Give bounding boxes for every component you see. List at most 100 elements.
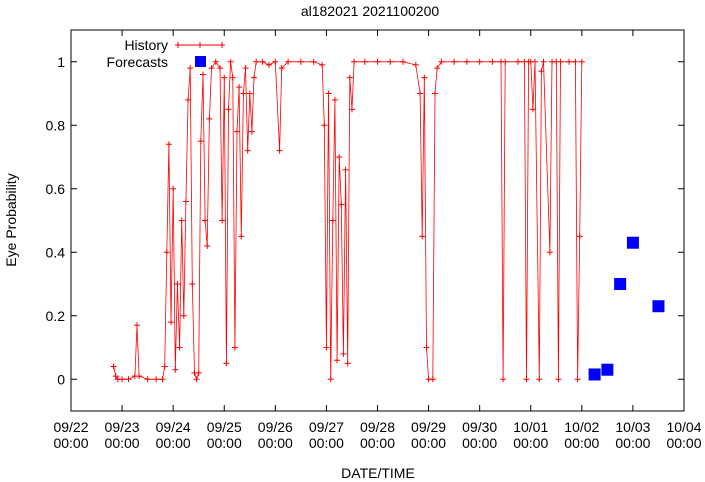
chart-title: al182021 2021100200: [301, 3, 440, 19]
history-point: [259, 58, 266, 65]
history-point: [334, 357, 341, 364]
history-point: [189, 281, 196, 287]
history-point: [557, 58, 564, 65]
history-point: [417, 90, 424, 97]
x-tick-label-time: 00:00: [156, 435, 191, 451]
history-point: [246, 90, 253, 97]
x-tick-label-date: 10/04: [666, 419, 701, 435]
history-point: [540, 58, 547, 65]
history-point: [323, 344, 330, 351]
history-point: [489, 58, 496, 65]
history-point: [153, 376, 160, 383]
history-point: [429, 376, 436, 383]
history-point: [348, 106, 355, 113]
history-point: [242, 65, 249, 72]
history-point: [133, 322, 140, 329]
history-point: [219, 217, 226, 224]
forecast-series: [588, 236, 665, 381]
x-tick-label-time: 00:00: [309, 435, 344, 451]
history-point: [423, 344, 430, 351]
history-point: [451, 58, 458, 65]
history-point: [180, 312, 187, 319]
legend-swatch-history-mark: [197, 42, 203, 48]
history-point: [500, 376, 507, 383]
history-point: [248, 128, 255, 135]
history-point: [387, 58, 394, 65]
history-point: [538, 68, 545, 75]
history-point: [216, 65, 223, 72]
y-tick-label: 0.2: [46, 308, 66, 324]
legend-label-forecasts: Forecasts: [107, 54, 168, 70]
x-tick-label-time: 00:00: [53, 435, 88, 451]
history-point: [176, 344, 183, 351]
history-point: [532, 58, 539, 65]
forecast-point: [588, 368, 601, 381]
history-point: [272, 58, 279, 65]
forecast-point: [626, 236, 639, 249]
x-tick-label-date: 09/27: [309, 419, 344, 435]
history-point: [310, 58, 317, 65]
x-tick-label-time: 00:00: [615, 435, 650, 451]
history-point: [229, 74, 236, 81]
history-point: [578, 58, 585, 65]
history-point: [338, 201, 345, 208]
history-point: [523, 376, 530, 383]
history-point: [125, 376, 132, 383]
history-point: [344, 360, 351, 367]
history-point: [346, 74, 353, 81]
plot-area: [70, 29, 685, 412]
y-axis-label: Eye Probability: [3, 173, 19, 266]
history-point: [244, 147, 251, 154]
forecast-point: [601, 363, 614, 376]
history-point: [208, 65, 215, 72]
x-tick-label-date: 09/23: [105, 419, 140, 435]
history-point: [110, 363, 117, 370]
history-point: [165, 141, 172, 148]
history-point: [412, 61, 419, 68]
x-tick-label-time: 00:00: [105, 435, 140, 451]
x-tick-label-date: 10/01: [513, 419, 548, 435]
forecast-point: [614, 278, 627, 290]
history-point: [212, 58, 219, 65]
y-tick-label: 0.8: [46, 117, 66, 133]
x-tick-label-date: 10/03: [615, 419, 650, 435]
history-point: [536, 376, 543, 383]
history-point: [168, 319, 175, 326]
history-point: [204, 242, 211, 249]
history-point: [199, 71, 206, 78]
legend-swatch-history-mark: [175, 42, 181, 48]
history-point: [351, 58, 358, 65]
plot-frame: [70, 29, 685, 412]
history-point: [251, 74, 258, 81]
history-point: [285, 58, 292, 65]
history-point: [136, 373, 143, 380]
history-point: [574, 376, 581, 383]
history-point: [476, 58, 483, 65]
history-point: [227, 58, 234, 65]
history-point: [342, 166, 349, 173]
history-point: [438, 58, 445, 65]
x-tick-label-time: 00:00: [666, 435, 701, 451]
history-point: [325, 90, 332, 97]
history-point: [566, 58, 573, 65]
y-tick-label: 0.6: [46, 181, 66, 197]
history-point: [319, 61, 326, 68]
history-point: [159, 376, 166, 383]
x-tick-label-date: 09/25: [207, 419, 242, 435]
history-point: [340, 350, 347, 357]
x-axis-label: DATE/TIME: [341, 465, 415, 481]
history-point: [421, 74, 428, 81]
x-tick-label-date: 09/29: [411, 419, 446, 435]
history-point: [514, 58, 521, 65]
x-tick-label-date: 09/30: [462, 419, 497, 435]
history-point: [144, 376, 151, 383]
history-point: [329, 217, 336, 224]
history-point: [187, 65, 194, 72]
history-point: [327, 376, 334, 383]
legend-label-history: History: [124, 37, 168, 53]
x-tick-label-date: 10/02: [564, 419, 599, 435]
history-point: [170, 185, 177, 192]
history-point: [434, 65, 441, 72]
history-point: [182, 198, 189, 205]
